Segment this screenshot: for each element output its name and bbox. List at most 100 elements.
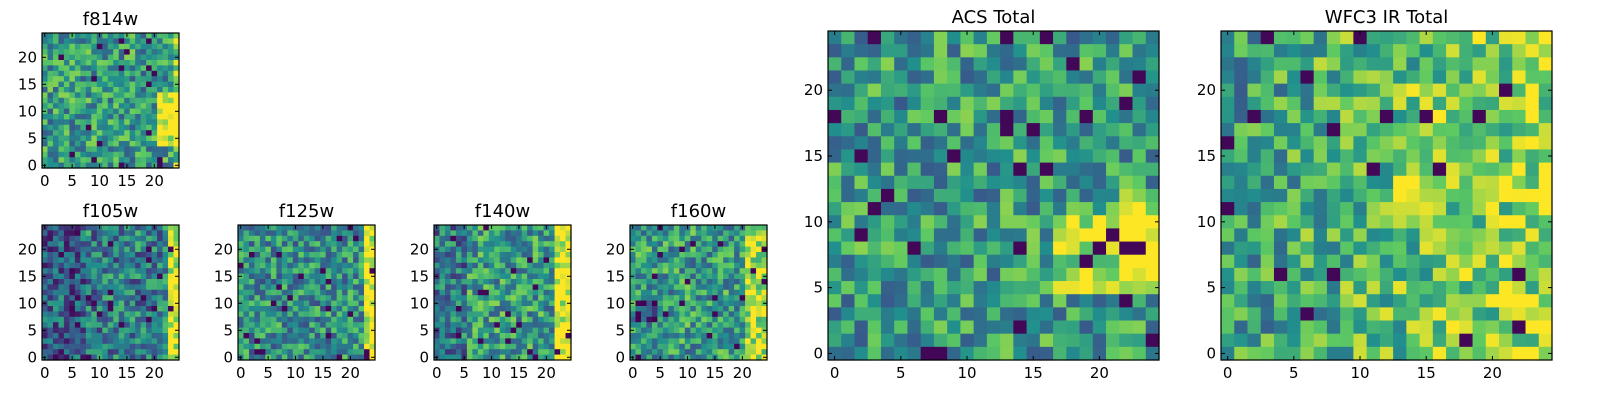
heatmap-cell <box>157 141 164 147</box>
heatmap-cell <box>287 306 294 312</box>
heatmap-cell <box>69 246 76 253</box>
heatmap-cell <box>85 327 92 334</box>
heatmap-cell <box>118 43 125 50</box>
heatmap-cell <box>947 57 961 72</box>
heatmap-cell <box>673 333 680 339</box>
heatmap-cell <box>118 38 125 45</box>
heatmap-cell <box>701 349 708 356</box>
heatmap-cell <box>1300 228 1315 243</box>
y-tick-label: 10 <box>18 102 37 120</box>
heatmap-cell <box>254 343 261 350</box>
heatmap-cell <box>828 188 842 203</box>
heatmap-cell <box>947 320 961 335</box>
heatmap-cell <box>434 338 441 345</box>
heatmap-cell <box>270 327 277 334</box>
heatmap-cell <box>74 92 81 99</box>
heatmap-cell <box>712 262 719 269</box>
heatmap-cell <box>42 322 49 329</box>
heatmap-cell <box>151 316 158 323</box>
heatmap-cell <box>102 33 109 39</box>
heatmap-cell <box>325 338 332 345</box>
heatmap-cell <box>42 257 49 264</box>
heatmap-cell <box>80 230 87 237</box>
heatmap-cell <box>151 257 158 264</box>
heatmap-cell <box>336 316 343 323</box>
heatmap-cell <box>1287 96 1302 111</box>
heatmap-cell <box>303 262 310 269</box>
y-tick-label: 5 <box>27 129 37 147</box>
heatmap-cell <box>907 162 922 177</box>
heatmap-cell <box>107 257 114 264</box>
heatmap-cell <box>74 130 81 137</box>
heatmap-cell <box>947 44 961 58</box>
heatmap-cell <box>690 235 697 242</box>
heatmap-cell <box>331 311 338 318</box>
heatmap-cell <box>516 338 523 345</box>
heatmap-cell <box>1260 202 1275 216</box>
heatmap-cell <box>701 322 708 329</box>
heatmap-cell <box>118 225 125 231</box>
heatmap-cell <box>1234 70 1249 85</box>
heatmap-cell <box>140 141 147 147</box>
heatmap-cell <box>140 151 147 158</box>
heatmap-cell <box>74 349 81 356</box>
heatmap-cell <box>434 311 441 318</box>
heatmap-cell <box>1432 31 1447 45</box>
heatmap-cell <box>347 311 354 318</box>
heatmap-cell <box>1340 162 1354 177</box>
heatmap-cell <box>52 230 60 237</box>
heatmap-cell <box>42 70 49 77</box>
heatmap-cell <box>1234 149 1249 164</box>
heatmap-cell <box>854 136 869 151</box>
heatmap-cell <box>499 333 506 339</box>
heatmap-cell <box>353 300 360 307</box>
heatmap-cell <box>1234 228 1249 243</box>
heatmap-cell <box>1326 254 1341 269</box>
heatmap-cell <box>118 235 125 242</box>
heatmap-cell <box>756 273 763 280</box>
heatmap-cell <box>347 338 354 345</box>
heatmap-cell <box>314 257 321 264</box>
heatmap-cell <box>118 241 125 248</box>
heatmap-cell <box>1525 254 1540 269</box>
heatmap-cell <box>364 252 371 258</box>
heatmap-cell <box>74 316 81 323</box>
heatmap-cell <box>91 246 98 253</box>
heatmap-cell <box>635 246 642 253</box>
heatmap-cell <box>1106 123 1120 137</box>
heatmap-cell <box>1472 109 1487 124</box>
heatmap-cell <box>695 289 702 296</box>
heatmap-cell <box>85 354 92 361</box>
heatmap-cell <box>1300 202 1315 216</box>
heatmap-cell <box>80 157 87 164</box>
heatmap-cell <box>521 295 528 302</box>
heatmap-cell <box>1326 31 1341 45</box>
heatmap-cell <box>270 322 277 329</box>
heatmap-cell <box>259 279 266 285</box>
heatmap-cell <box>1066 241 1081 256</box>
heatmap-cell <box>1525 31 1540 45</box>
heatmap-cell <box>309 354 316 361</box>
heatmap-cell <box>281 300 288 307</box>
heatmap-cell <box>494 316 501 323</box>
heatmap-cell <box>488 343 495 350</box>
heatmap-cell <box>894 96 909 111</box>
heatmap-cell <box>1234 162 1249 177</box>
heatmap-cell <box>510 306 517 312</box>
heatmap-cell <box>1132 215 1147 229</box>
heatmap-cell <box>986 307 1001 322</box>
heatmap-cell <box>254 327 261 334</box>
heatmap-cell <box>933 241 948 256</box>
heatmap-cell <box>140 284 147 291</box>
heatmap-cell <box>168 146 175 153</box>
heatmap-cell <box>162 327 169 334</box>
heatmap-cell <box>364 316 371 323</box>
heatmap-cell <box>74 49 81 56</box>
heatmap-cell <box>728 284 735 291</box>
heatmap-cell <box>265 279 272 285</box>
heatmap-cell <box>1406 57 1421 72</box>
heatmap-cell <box>151 151 158 158</box>
heatmap-cell <box>1260 215 1275 229</box>
heatmap-cell <box>684 343 691 350</box>
heatmap-cell <box>499 343 506 350</box>
